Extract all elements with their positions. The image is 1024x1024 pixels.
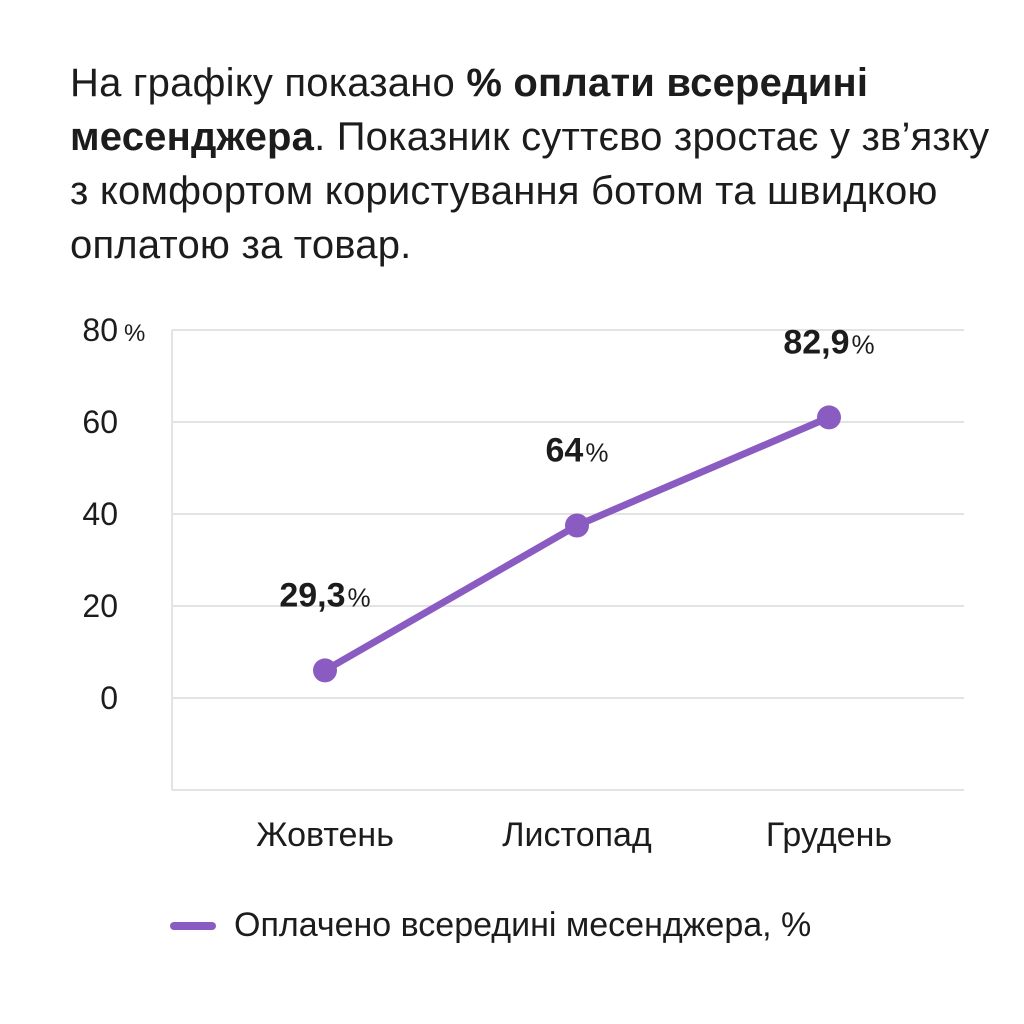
data-label-value-0: 29,3 [279,576,345,614]
data-label-value-2: 82,9 [783,323,849,361]
y-axis-ticks: 0 20 40 60 80% [82,312,145,716]
x-tick-label-0: Жовтень [256,816,394,854]
headline: На графіку показано % оплати всередині м… [70,56,990,272]
x-tick-label-1: Листопад [502,816,652,854]
y-tick-label-40: 40 [82,496,118,532]
series-layer [313,405,841,683]
headline-part-1: На графіку показано [70,61,467,105]
data-label-unit-1: % [585,438,608,468]
data-label-unit-2: % [852,329,875,359]
legend-label: Оплачено всередині месенджера, % [234,906,812,944]
y-tick-label-60: 60 [82,404,118,440]
x-axis-ticks: Жовтень Листопад Грудень [256,816,892,854]
y-tick-label-80: 80 [82,312,118,348]
legend-swatch [170,921,216,930]
data-label-2: 82,9% [783,323,874,361]
data-point-2 [817,405,841,430]
y-tick-label-20: 20 [82,588,118,624]
grid [171,329,964,791]
data-labels: 29,3%64%82,9% [279,323,874,614]
data-label-0: 29,3% [279,576,370,614]
y-axis-unit: % [124,320,145,347]
data-point-1 [565,513,589,538]
legend: Оплачено всередині месенджера, % [170,906,811,945]
headline-part-2: . Показник суттєво зростає у зв’язку з к… [70,115,990,267]
data-label-unit-0: % [348,582,371,612]
data-label-value-1: 64 [546,432,584,470]
y-tick-label-0: 0 [100,680,118,716]
headline-bold: % оплати всередині месенджера [70,61,869,159]
data-point-0 [313,658,337,683]
x-tick-label-2: Грудень [766,816,892,854]
data-label-1: 64% [546,432,609,470]
